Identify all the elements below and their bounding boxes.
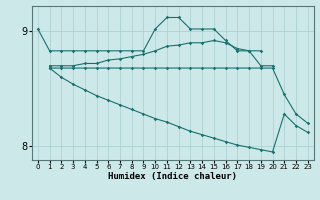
X-axis label: Humidex (Indice chaleur): Humidex (Indice chaleur) <box>108 172 237 181</box>
